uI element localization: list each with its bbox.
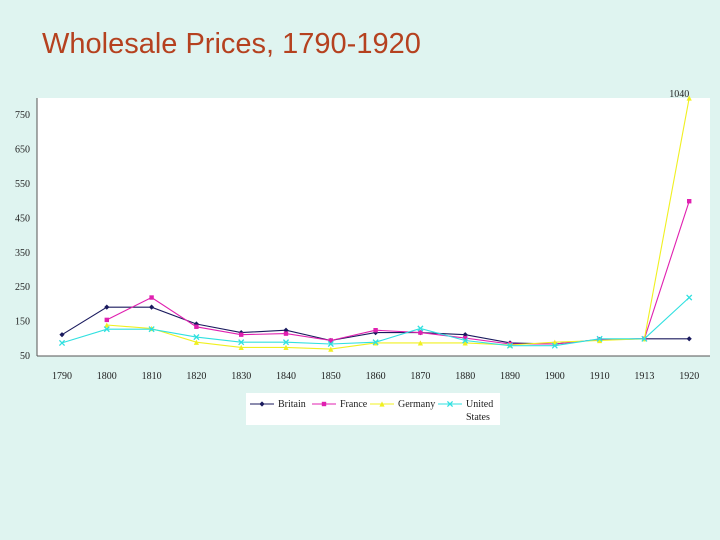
data-point (239, 332, 244, 337)
x-tick-label: 1880 (455, 371, 475, 382)
data-point (462, 340, 468, 346)
data-point (283, 344, 289, 350)
x-tick-label: 1820 (186, 371, 206, 382)
data-point (417, 325, 424, 332)
data-point (446, 400, 454, 408)
legend-box (246, 393, 500, 425)
x-tick-label: 1870 (410, 371, 430, 382)
data-point (373, 328, 378, 333)
x-tick-label: 1790 (52, 371, 72, 382)
data-point (596, 335, 603, 342)
data-point (103, 326, 110, 333)
y-tick-label: 650 (15, 145, 30, 156)
x-tick-label: 1860 (366, 371, 386, 382)
data-point (238, 339, 245, 346)
y-tick-label: 550 (15, 179, 30, 190)
data-point (149, 295, 154, 300)
series-united-states (58, 294, 693, 349)
y-tick-group: 50 150 250 350 450 550 650 750 (15, 110, 30, 362)
data-point (418, 330, 423, 335)
data-point (149, 304, 155, 310)
data-point (686, 336, 692, 342)
series-line (106, 97, 690, 350)
data-point (686, 95, 692, 101)
y-tick-label: 250 (15, 282, 30, 293)
y-tick-label: 350 (15, 248, 30, 259)
data-point (282, 339, 290, 346)
slide-title: Wholesale Prices, 1790-1920 (42, 28, 421, 60)
data-point (463, 335, 468, 341)
data-point (104, 304, 110, 310)
y-tick-label: 450 (15, 213, 30, 224)
data-point (148, 326, 155, 333)
data-point (194, 324, 199, 329)
data-point (283, 331, 289, 336)
data-point (686, 294, 693, 301)
data-point (379, 401, 385, 407)
series-group (58, 95, 693, 352)
data-point (259, 401, 265, 407)
data-point (551, 342, 558, 349)
y-tick-label: 750 (15, 110, 30, 121)
legend-label: Britain (278, 399, 306, 410)
x-tick-label: 1830 (231, 371, 251, 382)
x-tick-group: 1790 1800 1810 1820 1830 1840 1850 1860 1870 1880… (52, 371, 699, 382)
data-point (321, 401, 327, 407)
peak-annotation: 1040 (669, 89, 689, 100)
data-point (104, 317, 109, 323)
x-tick-label: 1920 (679, 371, 699, 382)
data-point (372, 339, 379, 346)
data-point (641, 335, 648, 342)
data-point (238, 344, 244, 350)
plot-background (37, 98, 710, 356)
data-point (327, 340, 334, 348)
data-point (462, 337, 469, 344)
data-point (328, 346, 334, 352)
y-tick-label: 50 (20, 351, 30, 362)
x-tick-label: 1913 (634, 371, 654, 382)
x-tick-label: 1840 (276, 371, 296, 382)
data-point (104, 322, 110, 328)
legend-items: Britain France Germany United States (250, 399, 493, 423)
y-tick-label: 150 (15, 317, 30, 328)
x-tick-label: 1850 (321, 371, 341, 382)
x-tick-label: 1810 (142, 371, 162, 382)
data-point (506, 342, 514, 349)
data-point (417, 340, 423, 346)
x-tick-label: 1800 (97, 371, 117, 382)
data-point (193, 339, 199, 345)
data-point (373, 330, 379, 336)
data-point (687, 199, 692, 204)
x-tick-label: 1900 (545, 371, 565, 382)
x-tick-label: 1890 (500, 371, 520, 382)
legend-label-cont: States (466, 412, 490, 423)
data-point (59, 332, 65, 338)
data-point (58, 339, 66, 346)
legend-label: France (340, 399, 368, 410)
legend: Britain France Germany United States (246, 393, 500, 425)
legend-label: United (466, 399, 493, 410)
data-point (597, 337, 603, 344)
x-tick-label: 1910 (590, 371, 610, 382)
legend-label: Germany (398, 399, 435, 410)
data-point (328, 338, 333, 343)
data-point (193, 334, 200, 341)
